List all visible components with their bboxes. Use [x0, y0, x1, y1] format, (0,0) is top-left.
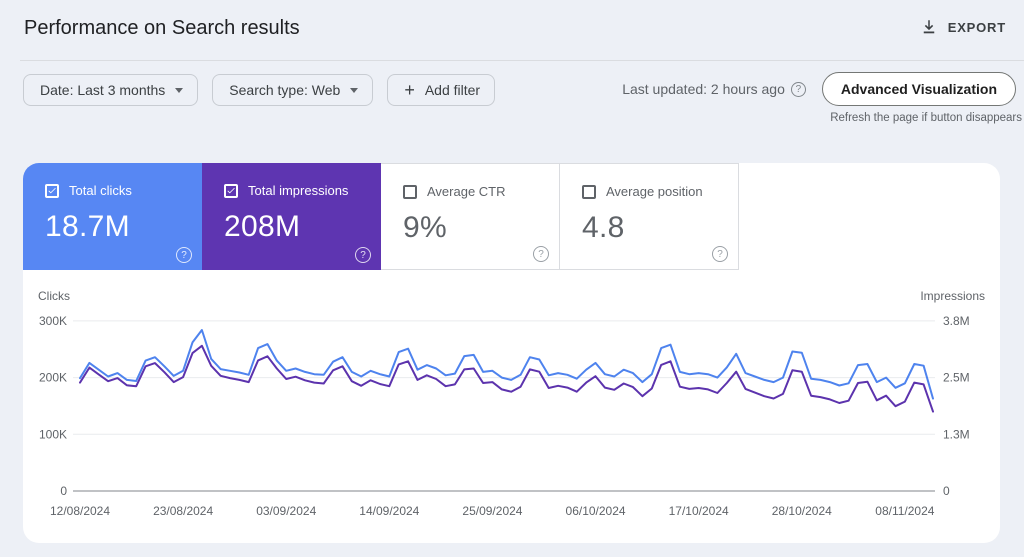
performance-chart[interactable]: 300K 3.8M 200K 2.5M 100K 1.3M 0 0 Clicks Impressi… [23, 278, 1000, 528]
page-title: Performance on Search results [24, 17, 300, 39]
metric-card-average-ctr[interactable]: Average CTR 9% [381, 163, 560, 270]
filter-chips: Date: Last 3 months Search type: Web Add… [23, 74, 496, 106]
plus-icon [404, 81, 415, 99]
svg-text:25/09/2024: 25/09/2024 [462, 504, 522, 518]
help-icon[interactable] [533, 246, 549, 262]
checkbox-checked-icon[interactable] [224, 183, 238, 198]
report-panel: Total clicks 18.7M Total impressions 208… [23, 163, 1000, 543]
export-button[interactable]: EXPORT [920, 18, 1006, 36]
svg-text:1.3M: 1.3M [943, 427, 970, 441]
svg-text:Clicks: Clicks [38, 289, 70, 303]
svg-text:12/08/2024: 12/08/2024 [50, 504, 110, 518]
add-filter-label: Add filter [424, 82, 481, 98]
advanced-visualization-button[interactable]: Advanced Visualization [821, 72, 1016, 106]
svg-text:08/11/2024: 08/11/2024 [875, 504, 934, 518]
last-updated-label: Last updated: 2 hours ago [622, 81, 785, 97]
add-filter-chip[interactable]: Add filter [387, 74, 496, 106]
help-icon[interactable] [712, 246, 728, 262]
last-updated-text: Last updated: 2 hours ago [622, 81, 806, 97]
svg-text:17/10/2024: 17/10/2024 [669, 504, 729, 518]
checkbox-unchecked-icon[interactable] [403, 184, 417, 199]
metric-label: Average position [606, 184, 703, 199]
header-divider [20, 60, 1024, 61]
metric-card-average-position[interactable]: Average position 4.8 [560, 163, 739, 270]
checkbox-unchecked-icon[interactable] [582, 184, 596, 199]
metric-value: 4.8 [582, 211, 625, 244]
date-filter-label: Date: Last 3 months [40, 82, 166, 98]
metric-card-total-clicks[interactable]: Total clicks 18.7M [23, 163, 202, 270]
help-icon[interactable] [176, 247, 192, 263]
metric-cards-row: Total clicks 18.7M Total impressions 208… [23, 163, 1000, 270]
svg-text:Impressions: Impressions [920, 289, 985, 303]
svg-text:06/10/2024: 06/10/2024 [566, 504, 626, 518]
metric-label: Total clicks [69, 183, 132, 198]
svg-text:300K: 300K [39, 314, 67, 328]
help-icon[interactable] [790, 81, 806, 97]
metric-value: 208M [224, 210, 301, 243]
svg-text:3.8M: 3.8M [943, 314, 970, 328]
svg-text:200K: 200K [39, 371, 67, 385]
export-label: EXPORT [947, 19, 1006, 35]
svg-text:28/10/2024: 28/10/2024 [772, 504, 832, 518]
metric-value: 18.7M [45, 210, 130, 243]
help-icon[interactable] [355, 247, 371, 263]
svg-text:14/09/2024: 14/09/2024 [359, 504, 419, 518]
svg-text:2.5M: 2.5M [943, 371, 970, 385]
svg-text:0: 0 [943, 484, 950, 498]
svg-text:03/09/2024: 03/09/2024 [256, 504, 316, 518]
search-type-filter-chip[interactable]: Search type: Web [212, 74, 374, 106]
svg-text:23/08/2024: 23/08/2024 [153, 504, 213, 518]
metric-value: 9% [403, 211, 447, 244]
download-icon [923, 20, 934, 34]
svg-text:100K: 100K [39, 427, 67, 441]
chevron-down-icon [350, 87, 359, 93]
metric-label: Total impressions [248, 183, 349, 198]
date-filter-chip[interactable]: Date: Last 3 months [23, 74, 199, 106]
checkbox-checked-icon[interactable] [45, 183, 59, 198]
metric-card-total-impressions[interactable]: Total impressions 208M [202, 163, 381, 270]
filters-right-group: Last updated: 2 hours ago Advanced Visua… [622, 72, 1016, 106]
metric-label: Average CTR [427, 184, 506, 199]
chevron-down-icon [175, 87, 184, 93]
search-type-filter-label: Search type: Web [229, 82, 341, 98]
advanced-visualization-note: Refresh the page if button disappears [830, 112, 1022, 124]
svg-text:0: 0 [60, 484, 67, 498]
